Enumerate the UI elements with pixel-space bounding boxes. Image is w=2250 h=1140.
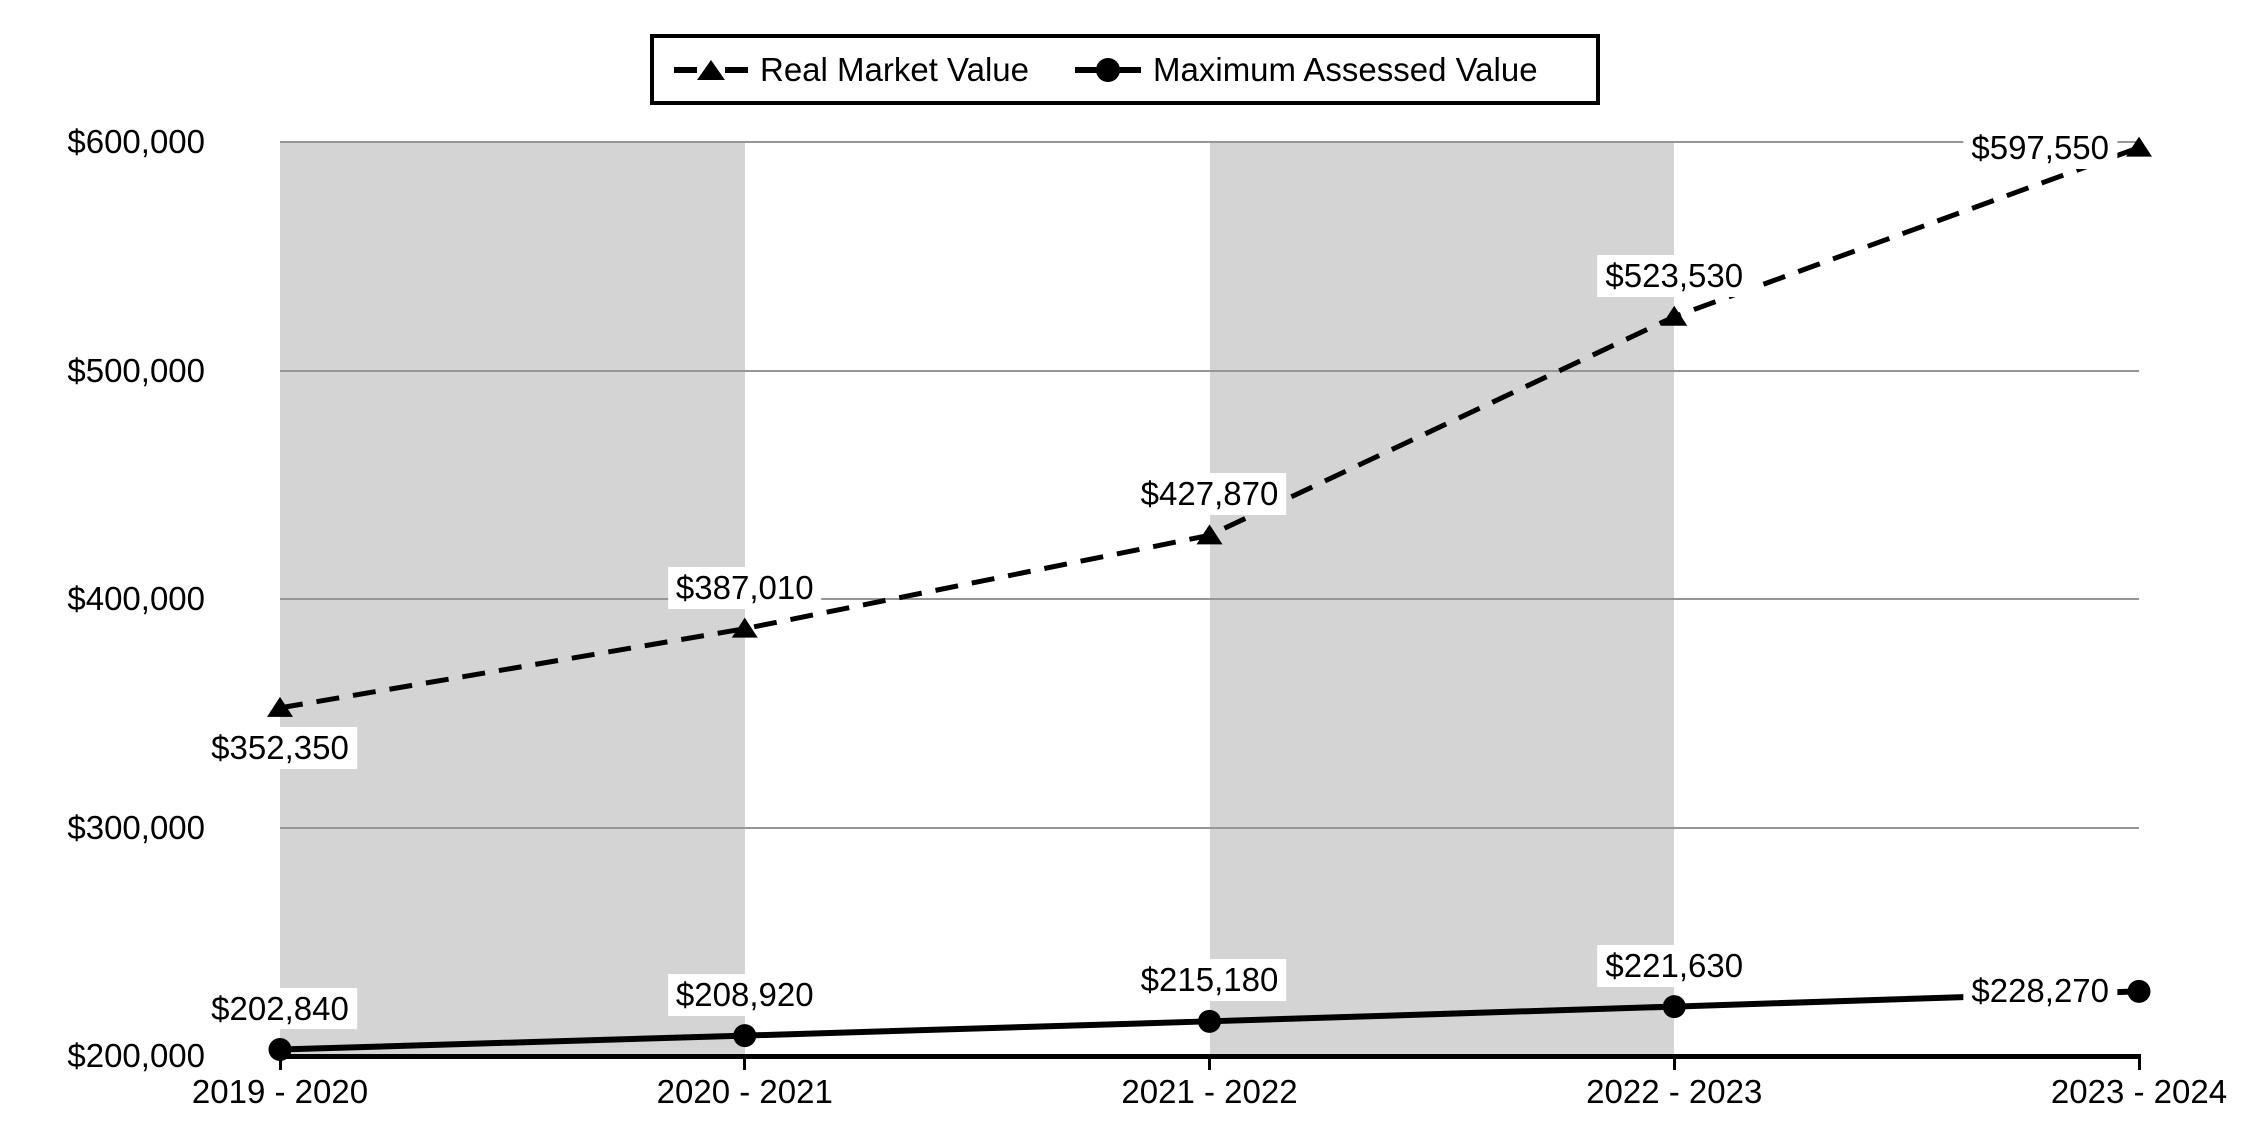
solid-line-circle-marker-icon (1075, 57, 1142, 82)
data-label: $523,530 (1597, 254, 1752, 297)
x-axis-tick (1672, 1059, 1676, 1070)
y-axis-tick-label: $300,000 (67, 808, 205, 846)
legend-item-label: Maximum Assessed Value (1153, 50, 1538, 88)
x-axis-tick (278, 1059, 282, 1070)
triangle-marker (2126, 136, 2152, 157)
y-gridline (280, 369, 2139, 372)
dashed-line-triangle-marker-icon (674, 59, 748, 80)
data-label: $202,840 (203, 987, 357, 1030)
triangle-marker (1196, 524, 1223, 545)
data-label: $221,630 (1597, 944, 1752, 987)
y-gridline (280, 141, 2139, 143)
legend-item-real-market-value: Real Market Value (674, 51, 1029, 89)
legend-item-label: Real Market Value (760, 50, 1030, 88)
y-axis-tick-label: $200,000 (67, 1037, 205, 1074)
circle-marker (1662, 995, 1686, 1019)
x-axis-tick-label: 2023 - 2024 (2050, 1073, 2228, 1110)
x-axis-tick (1208, 1059, 1211, 1070)
x-axis-tick-label: 2021 - 2022 (1121, 1073, 1298, 1110)
series-line-real-market-value (279, 145, 2140, 711)
triangle-marker (1661, 305, 1688, 326)
x-axis-line (280, 1054, 2141, 1059)
triangle-marker (731, 617, 758, 638)
circle-marker (1198, 1009, 1221, 1033)
data-label: $352,350 (203, 726, 357, 769)
x-axis-tick-label: 2022 - 2023 (1586, 1073, 1763, 1110)
y-axis-tick-label: $500,000 (67, 351, 205, 389)
y-axis-tick-label: $400,000 (67, 580, 205, 617)
data-label: $228,270 (1963, 970, 2117, 1013)
legend-item-maximum-assessed-value: Maximum Assessed Value (1075, 51, 1538, 89)
circle-marker (268, 1038, 292, 1062)
triangle-marker (267, 696, 293, 717)
data-label: $387,010 (667, 566, 822, 609)
data-label: $208,920 (667, 973, 822, 1016)
circle-marker (2127, 979, 2151, 1003)
x-axis-tick-label: 2020 - 2021 (656, 1073, 833, 1110)
data-label: $597,550 (1963, 126, 2117, 169)
data-label: $215,180 (1132, 959, 1287, 1002)
x-axis-tick (2137, 1059, 2141, 1070)
x-axis-tick-label: 2019 - 2020 (191, 1073, 369, 1110)
data-label: $427,870 (1132, 473, 1287, 516)
circle-marker (733, 1024, 757, 1048)
y-axis-tick-label: $600,000 (67, 123, 205, 160)
legend: Real Market Value Maximum Assessed Value (650, 34, 1600, 105)
y-gridline (280, 598, 2139, 600)
x-axis-tick (743, 1059, 747, 1070)
y-gridline (280, 826, 2139, 829)
